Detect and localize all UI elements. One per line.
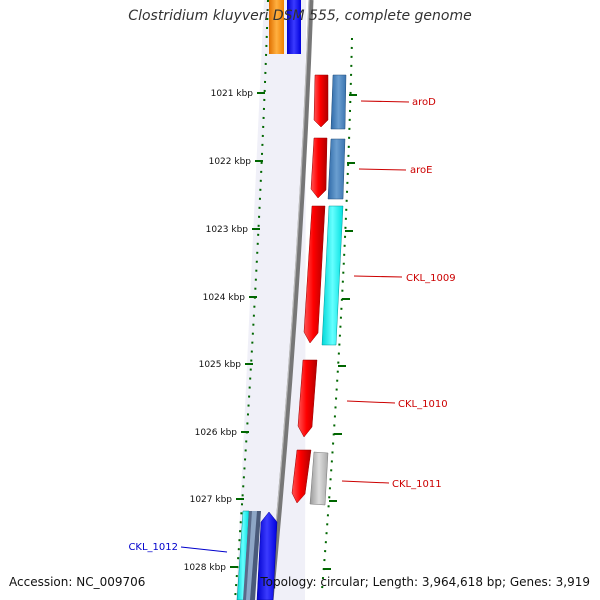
gene-CKL_1009-feature bbox=[321, 205, 344, 346]
gene-label-leader bbox=[180, 546, 228, 553]
scale-tick-label: 1025 kbp bbox=[199, 360, 242, 370]
gene-CKL_1012-arrow bbox=[256, 511, 278, 600]
genome-backbone-highlight bbox=[268, 0, 310, 600]
gene-label-leader bbox=[346, 400, 396, 404]
map-title: Clostridium kluyveri DSM 555, complete g… bbox=[128, 8, 472, 24]
gene-label-CKL_1010[interactable]: CKL_1010 bbox=[398, 399, 448, 410]
gene-partial-blue bbox=[287, 0, 301, 54]
gene-label-leader bbox=[360, 100, 410, 103]
gene-CKL_1011-feature bbox=[309, 451, 329, 506]
gene-label-CKL_1009[interactable]: CKL_1009 bbox=[406, 273, 456, 284]
gene-aroD-arrow[interactable] bbox=[313, 74, 329, 128]
gene-CKL_1010-arrow[interactable] bbox=[297, 359, 318, 438]
gene-label-leader bbox=[341, 480, 390, 484]
gene-CKL_1009-arrow[interactable] bbox=[303, 205, 326, 344]
scale-tick-label: 1021 kbp bbox=[211, 89, 254, 99]
gene-label-CKL_1011[interactable]: CKL_1011 bbox=[392, 479, 442, 490]
gene-partial-orange bbox=[269, 0, 284, 54]
scale-tick-label: 1028 kbp bbox=[184, 563, 227, 573]
scale-tick-label: 1024 kbp bbox=[203, 293, 246, 303]
gene-label-leader bbox=[353, 275, 403, 278]
gene-label-leader bbox=[358, 168, 407, 171]
scale-tick-label: 1023 kbp bbox=[206, 225, 249, 235]
genome-backbone bbox=[268, 0, 314, 600]
scale-tick-label: 1022 kbp bbox=[209, 157, 252, 167]
gene-aroE-arrow[interactable] bbox=[310, 137, 328, 199]
gene-label-aroE[interactable]: aroE bbox=[410, 165, 432, 176]
gene-CKL_1011-arrow[interactable] bbox=[291, 449, 312, 504]
accession-label: Accession: NC_009706 bbox=[9, 575, 146, 589]
gene-aroD-feature bbox=[330, 74, 347, 130]
gene-label-aroD[interactable]: aroD bbox=[412, 97, 436, 108]
gene-label-CKL_1012[interactable]: CKL_1012 bbox=[128, 542, 178, 553]
scale-tick-label: 1027 kbp bbox=[190, 495, 233, 505]
topology-label: Topology: circular; Length: 3,964,618 bp… bbox=[260, 575, 590, 589]
gene-aroE-feature bbox=[327, 138, 346, 200]
outer-tick-ring bbox=[321, 37, 353, 591]
scale-ticks: 1021 kbp 1022 kbp 1023 kbp 1024 kbp 1025 kbp… bbox=[184, 89, 357, 573]
gene-track-highlight bbox=[236, 0, 306, 600]
gene-CKL_1012-stack[interactable] bbox=[236, 510, 278, 600]
gene-labels: aroD aroE CKL_1009 CKL_1010 CKL_1011 CKL_1012 bbox=[128, 97, 455, 553]
scale-tick-label: 1026 kbp bbox=[195, 428, 238, 438]
